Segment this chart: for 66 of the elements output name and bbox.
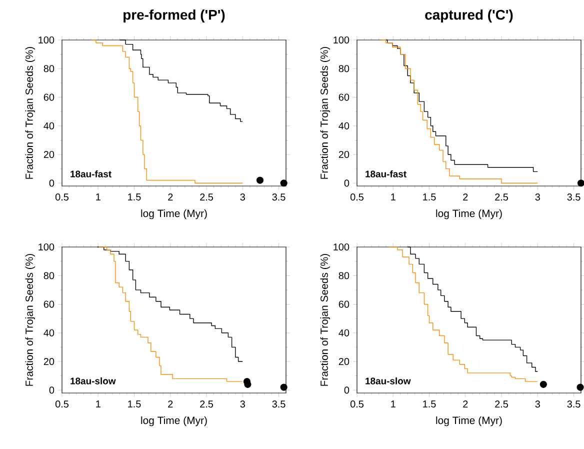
y-tick-label: 60 [44,300,54,308]
x-tick-label: 2 [463,194,468,200]
annotation: 18au-fast [366,170,406,178]
x-tick-label: 3.5 [567,400,580,408]
y-axis-title: Fraction of Trojan Seeds (%) [320,254,330,386]
y-tick-label: 0 [344,180,350,187]
chart-title: captured ('C') [425,9,513,22]
x-axis-title: log Time (Myr) [141,209,207,220]
y-tick-label: 80 [44,65,54,72]
x-tick-label: 1 [96,400,100,408]
annotation: 18au-slow [70,377,116,384]
x-tick-label: 1.5 [128,194,141,200]
x-tick-label: 1 [391,400,396,408]
y-tick-label: 40 [44,329,54,336]
x-tick-label: 0.5 [350,194,364,201]
x-tick-label: 3 [535,194,540,201]
y-tick-label: 80 [338,272,350,280]
x-tick-label: 1 [391,194,396,200]
x-tick-label: 2 [463,400,468,408]
x-tick-label: 3.5 [272,194,286,201]
x-tick-label: 2.5 [495,400,508,408]
y-tick-label: 20 [338,358,350,366]
y-tick-label: 100 [334,36,350,44]
x-axis-title: log Time (Myr) [436,416,502,426]
x-tick-label: 3.5 [567,194,580,201]
x-tick-label: 2 [168,400,173,408]
x-tick-label: 1 [96,194,100,200]
y-axis-title: Fraction of Trojan Seeds (%) [25,47,36,179]
annotation: 18au-slow [366,377,411,384]
y-tick-label: 60 [338,300,350,308]
x-tick-label: 2.5 [200,194,214,201]
y-axis-title: Fraction of Trojan Seeds (%) [320,47,330,179]
x-tick-label: 0.5 [55,194,69,201]
x-tick-label: 3.5 [272,400,286,408]
x-tick-label: 1.5 [128,400,141,408]
chart-title: pre-formed ('P') [124,9,225,22]
x-tick-label: 2.5 [200,400,214,408]
x-tick-label: 1.5 [423,194,436,200]
y-tick-label: 60 [338,94,350,101]
y-tick-label: 80 [44,272,54,280]
y-tick-label: 0 [49,180,54,187]
y-tick-label: 0 [344,386,350,394]
x-axis-title: log Time (Myr) [436,209,502,220]
x-tick-label: 0.5 [350,400,364,408]
y-axis-title: Fraction of Trojan Seeds (%) [25,254,36,386]
y-tick-label: 80 [338,65,350,72]
y-tick-label: 100 [38,243,54,251]
y-tick-label: 100 [38,36,54,44]
x-axis-title: log Time (Myr) [141,416,207,426]
y-tick-label: 20 [338,150,350,158]
x-tick-label: 3 [240,400,245,408]
x-tick-label: 3 [240,194,245,201]
annotation: 18au-fast [70,170,112,178]
y-tick-label: 20 [44,150,54,158]
x-tick-label: 3 [535,400,540,408]
y-tick-label: 100 [334,243,350,251]
y-tick-label: 40 [44,122,54,130]
x-tick-label: 2.5 [495,194,508,201]
x-tick-label: 1.5 [423,400,436,408]
y-tick-label: 40 [338,329,350,336]
y-tick-label: 40 [338,122,350,130]
x-tick-label: 2 [168,194,173,200]
y-tick-label: 0 [49,386,54,394]
y-tick-label: 60 [44,94,54,101]
y-tick-label: 20 [44,358,54,366]
x-tick-label: 0.5 [55,400,69,408]
